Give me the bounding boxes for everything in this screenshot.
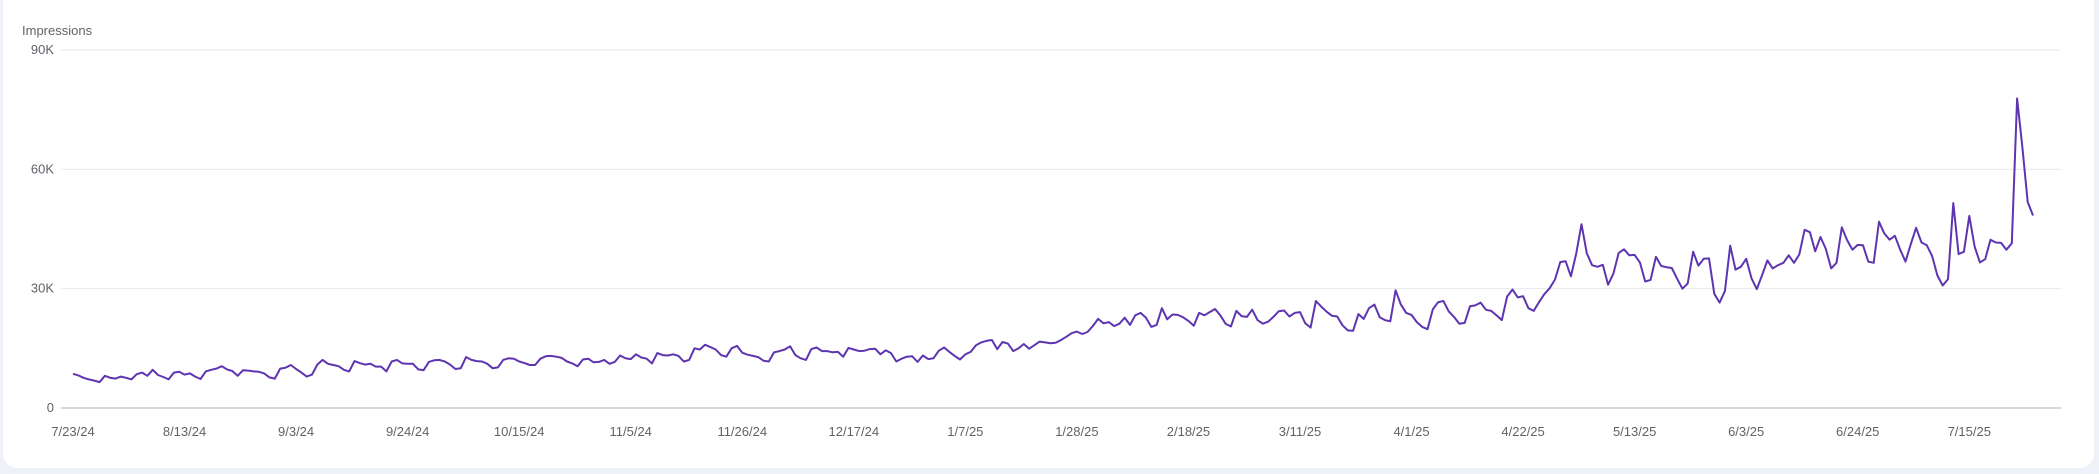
x-tick-label: 10/15/24 xyxy=(494,424,545,439)
x-tick-label: 3/11/25 xyxy=(1279,424,1321,439)
x-tick-label: 7/23/24 xyxy=(51,424,94,439)
y-axis-title: Impressions xyxy=(22,23,93,38)
x-tick-label: 11/26/24 xyxy=(717,424,767,439)
y-tick-label: 90K xyxy=(31,42,54,57)
y-tick-label: 0 xyxy=(47,400,54,415)
x-tick-label: 9/3/24 xyxy=(278,424,314,439)
x-axis-tick-labels: 7/23/24 8/13/24 9/3/24 9/24/24 10/15/24 11/5/… xyxy=(51,424,1991,439)
x-tick-label: 11/5/24 xyxy=(610,424,652,439)
y-tick-label: 30K xyxy=(31,281,54,296)
x-tick-label: 8/13/24 xyxy=(163,424,206,439)
chart-card: Impressions 0 30K 60K 90K 7/23/24 8/13/24 9/3… xyxy=(3,0,2094,468)
series-layer xyxy=(72,97,2034,384)
impressions-series-line xyxy=(72,97,2034,384)
x-tick-label: 2/18/25 xyxy=(1167,424,1210,439)
x-tick-label: 7/15/25 xyxy=(1948,424,1991,439)
x-tick-label: 6/3/25 xyxy=(1728,424,1764,439)
x-tick-label: 4/22/25 xyxy=(1501,424,1544,439)
x-tick-label: 9/24/24 xyxy=(386,424,429,439)
x-tick-label: 1/28/25 xyxy=(1055,424,1098,439)
x-tick-label: 5/13/25 xyxy=(1613,424,1656,439)
y-axis-tick-labels: 0 30K 60K 90K xyxy=(31,42,54,415)
grid-lines xyxy=(61,49,2061,409)
x-tick-label: 4/1/25 xyxy=(1393,424,1429,439)
x-tick-label: 6/24/25 xyxy=(1836,424,1879,439)
impressions-line-chart: Impressions 0 30K 60K 90K 7/23/24 8/13/24 9/3… xyxy=(22,23,2061,439)
y-tick-label: 60K xyxy=(31,161,54,176)
x-tick-label: 1/7/25 xyxy=(947,424,983,439)
x-tick-label: 12/17/24 xyxy=(829,424,880,439)
